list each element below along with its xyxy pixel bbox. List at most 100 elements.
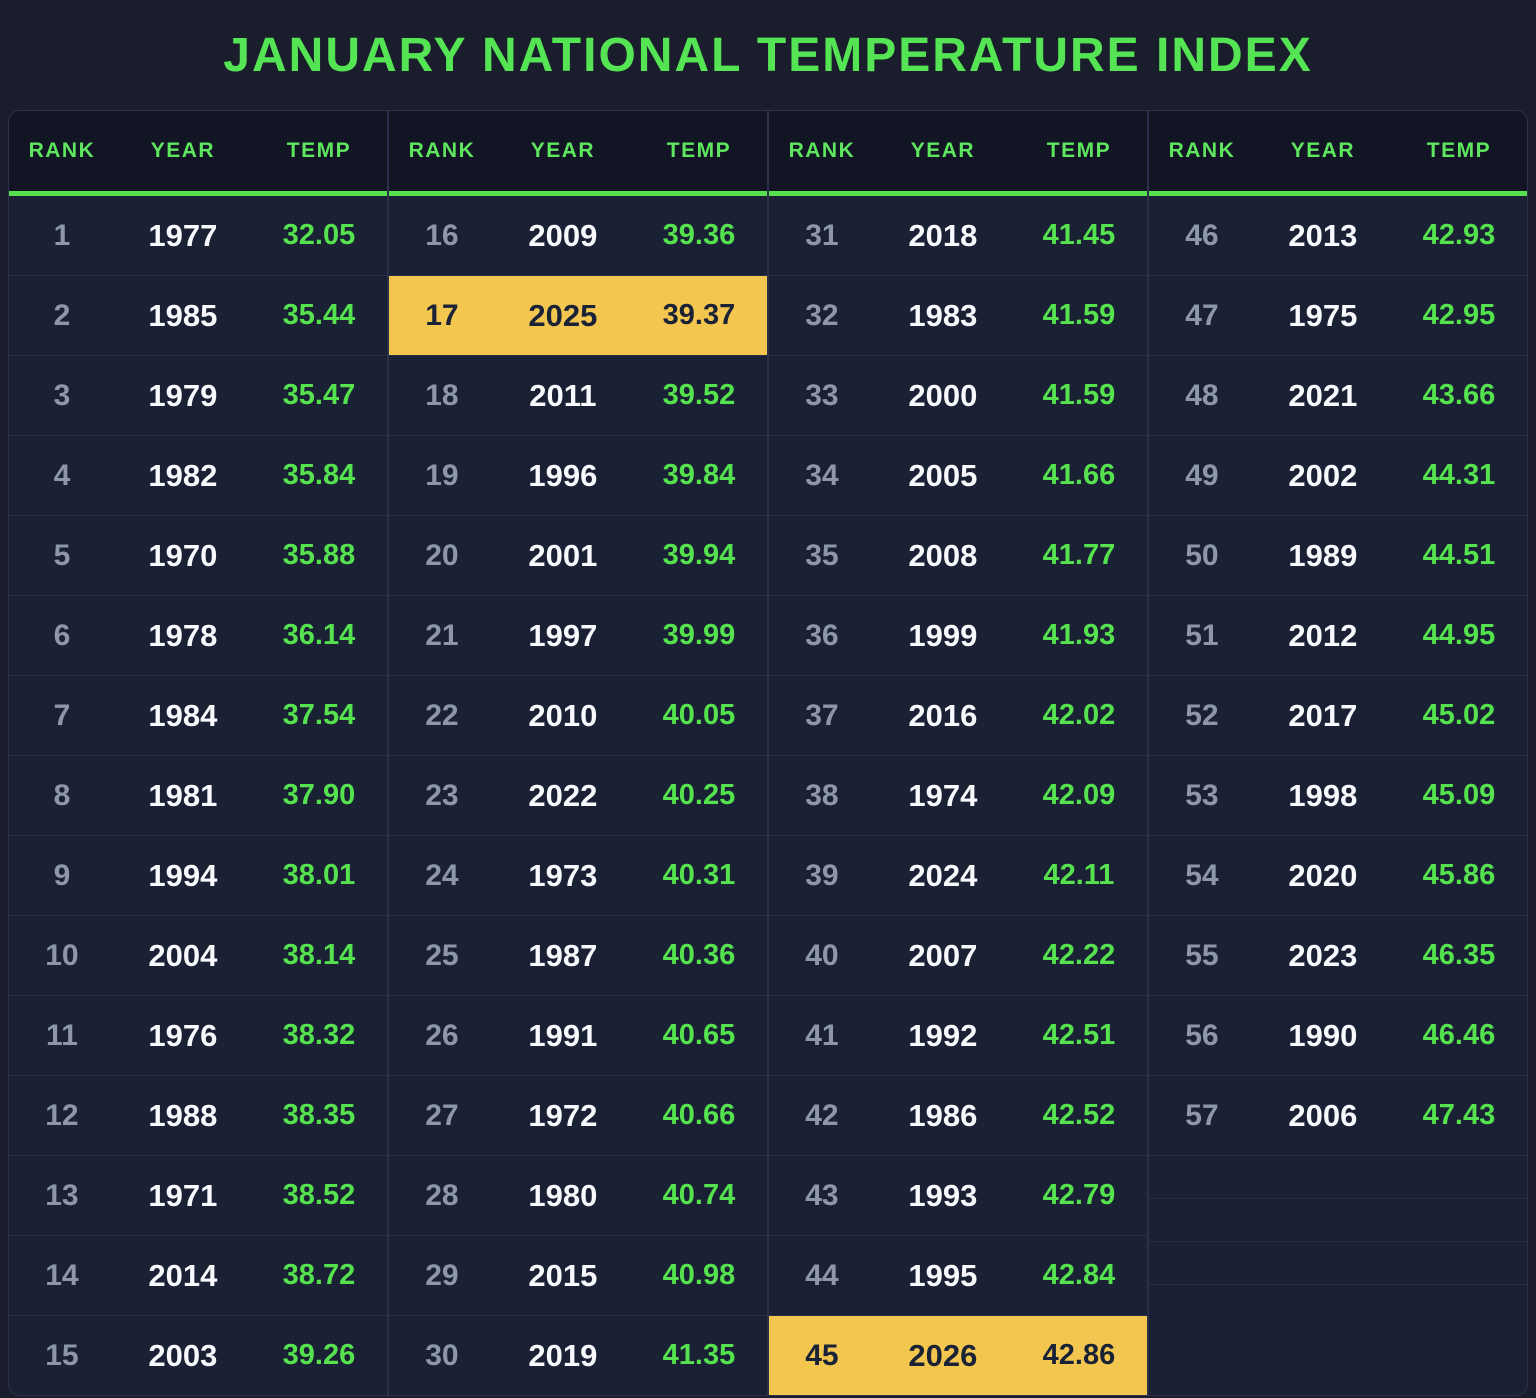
column-header-year: YEAR xyxy=(910,139,976,162)
year-cell: 1987 xyxy=(528,937,598,973)
year-cell: 2000 xyxy=(908,377,978,413)
temp-cell: 39.94 xyxy=(662,539,736,571)
temp-cell: 38.52 xyxy=(282,1179,356,1211)
rank-cell: 56 xyxy=(1185,1018,1219,1052)
year-cell: 2024 xyxy=(908,857,978,893)
rank-cell: 16 xyxy=(425,218,459,252)
table-row: 54 2020 45.86 xyxy=(1149,836,1527,916)
table-row: 3 1979 35.47 xyxy=(9,356,387,436)
table-row: 49 2002 44.31 xyxy=(1149,436,1527,516)
rank-cell: 57 xyxy=(1185,1098,1219,1132)
table-row: 48 2021 43.66 xyxy=(1149,356,1527,436)
rank-cell: 42 xyxy=(805,1098,839,1132)
group-rows: 31 2018 41.45 32 1983 41.59 33 2000 41.59 34 2005 4… xyxy=(769,196,1147,1395)
year-cell: 2003 xyxy=(148,1337,218,1373)
table-row: 2 1985 35.44 xyxy=(9,276,387,356)
table-row: 29 2015 40.98 xyxy=(389,1236,767,1316)
year-cell: 2013 xyxy=(1288,217,1358,253)
table-row: 22 2010 40.05 xyxy=(389,676,767,756)
table-row: 43 1993 42.79 xyxy=(769,1156,1147,1236)
column-header-temp: TEMP xyxy=(1426,139,1492,162)
table-row: 34 2005 41.66 xyxy=(769,436,1147,516)
rank-table-group-4: RANK YEAR TEMP 46 2013 42.93 47 1975 42.95 48 2… xyxy=(1149,111,1527,1395)
year-cell: 2006 xyxy=(1288,1097,1358,1133)
year-cell: 1986 xyxy=(908,1097,978,1133)
year-cell: 2018 xyxy=(908,217,978,253)
year-cell: 2012 xyxy=(1288,617,1358,653)
year-cell: 2026 xyxy=(908,1337,978,1373)
year-cell: 2009 xyxy=(528,217,598,253)
year-cell: 2017 xyxy=(1288,697,1358,733)
year-cell: 2008 xyxy=(908,537,978,573)
year-cell: 2005 xyxy=(908,457,978,493)
table-row: 51 2012 44.95 xyxy=(1149,596,1527,676)
year-cell: 2023 xyxy=(1288,937,1358,973)
table-row: 6 1978 36.14 xyxy=(9,596,387,676)
table-row: 41 1992 42.51 xyxy=(769,996,1147,1076)
temp-cell: 43.66 xyxy=(1422,379,1496,411)
table-row: 30 2019 41.35 xyxy=(389,1316,767,1395)
temp-cell: 42.95 xyxy=(1422,299,1496,331)
rank-cell: 28 xyxy=(425,1178,459,1212)
year-cell: 1978 xyxy=(148,617,218,653)
rank-table-group-3: RANK YEAR TEMP 31 2018 41.45 32 1983 41.59 33 2… xyxy=(769,111,1149,1395)
rank-cell: 6 xyxy=(53,618,71,652)
temp-cell: 41.66 xyxy=(1042,459,1116,491)
temp-cell: 32.05 xyxy=(282,219,356,251)
year-cell: 2025 xyxy=(528,297,598,333)
table-row: 50 1989 44.51 xyxy=(1149,516,1527,596)
temp-cell: 35.44 xyxy=(282,299,356,331)
rank-cell: 30 xyxy=(425,1338,459,1372)
temp-cell: 40.65 xyxy=(662,1019,736,1051)
temp-cell: 39.52 xyxy=(662,379,736,411)
year-cell: 2001 xyxy=(528,537,598,573)
rank-cell: 21 xyxy=(425,618,459,652)
temp-cell: 46.46 xyxy=(1422,1019,1496,1051)
year-cell: 2004 xyxy=(148,937,218,973)
temp-cell: 38.01 xyxy=(282,859,356,891)
temp-cell: 45.86 xyxy=(1422,859,1496,891)
rank-table-group-2: RANK YEAR TEMP 16 2009 39.36 17 2025 39.37 18 2… xyxy=(389,111,769,1395)
year-cell: 1982 xyxy=(148,457,218,493)
temp-cell: 40.98 xyxy=(662,1259,736,1291)
year-cell: 2014 xyxy=(148,1257,218,1293)
rank-cell: 25 xyxy=(425,938,459,972)
group-rows: 16 2009 39.36 17 2025 39.37 18 2011 39.52 19 1996 3… xyxy=(389,196,767,1395)
column-header-rank: RANK xyxy=(1168,139,1236,162)
year-cell: 1972 xyxy=(528,1097,598,1133)
table-row-empty xyxy=(1149,1242,1527,1285)
temp-cell: 35.88 xyxy=(282,539,356,571)
temp-cell: 40.25 xyxy=(662,779,736,811)
table-row: 37 2016 42.02 xyxy=(769,676,1147,756)
year-cell: 1985 xyxy=(148,297,218,333)
table-row: 39 2024 42.11 xyxy=(769,836,1147,916)
table-row: 40 2007 42.22 xyxy=(769,916,1147,996)
table-row-highlighted: 45 2026 42.86 xyxy=(769,1316,1147,1395)
rank-cell: 2 xyxy=(53,298,71,332)
rank-cell: 47 xyxy=(1185,298,1219,332)
temp-cell: 38.32 xyxy=(282,1019,356,1051)
year-cell: 1999 xyxy=(908,617,978,653)
table-row: 31 2018 41.45 xyxy=(769,196,1147,276)
rank-cell: 12 xyxy=(45,1098,79,1132)
temp-cell: 39.99 xyxy=(662,619,736,651)
rank-cell: 45 xyxy=(805,1338,839,1372)
temp-cell: 46.35 xyxy=(1422,939,1496,971)
rank-cell: 14 xyxy=(45,1258,79,1292)
year-cell: 2015 xyxy=(528,1257,598,1293)
temp-cell: 39.84 xyxy=(662,459,736,491)
table-row-highlighted: 17 2025 39.37 xyxy=(389,276,767,356)
table-row: 1 1977 32.05 xyxy=(9,196,387,276)
column-header-year: YEAR xyxy=(150,139,216,162)
column-header-temp: TEMP xyxy=(286,139,352,162)
table-row: 27 1972 40.66 xyxy=(389,1076,767,1156)
rank-cell: 1 xyxy=(53,218,71,252)
rank-cell: 3 xyxy=(53,378,71,412)
rank-cell: 15 xyxy=(45,1338,79,1372)
temp-cell: 41.93 xyxy=(1042,619,1116,651)
rank-cell: 40 xyxy=(805,938,839,972)
column-header-year: YEAR xyxy=(1290,139,1356,162)
table-row: 35 2008 41.77 xyxy=(769,516,1147,596)
rank-cell: 4 xyxy=(53,458,71,492)
year-cell: 1989 xyxy=(1288,537,1358,573)
